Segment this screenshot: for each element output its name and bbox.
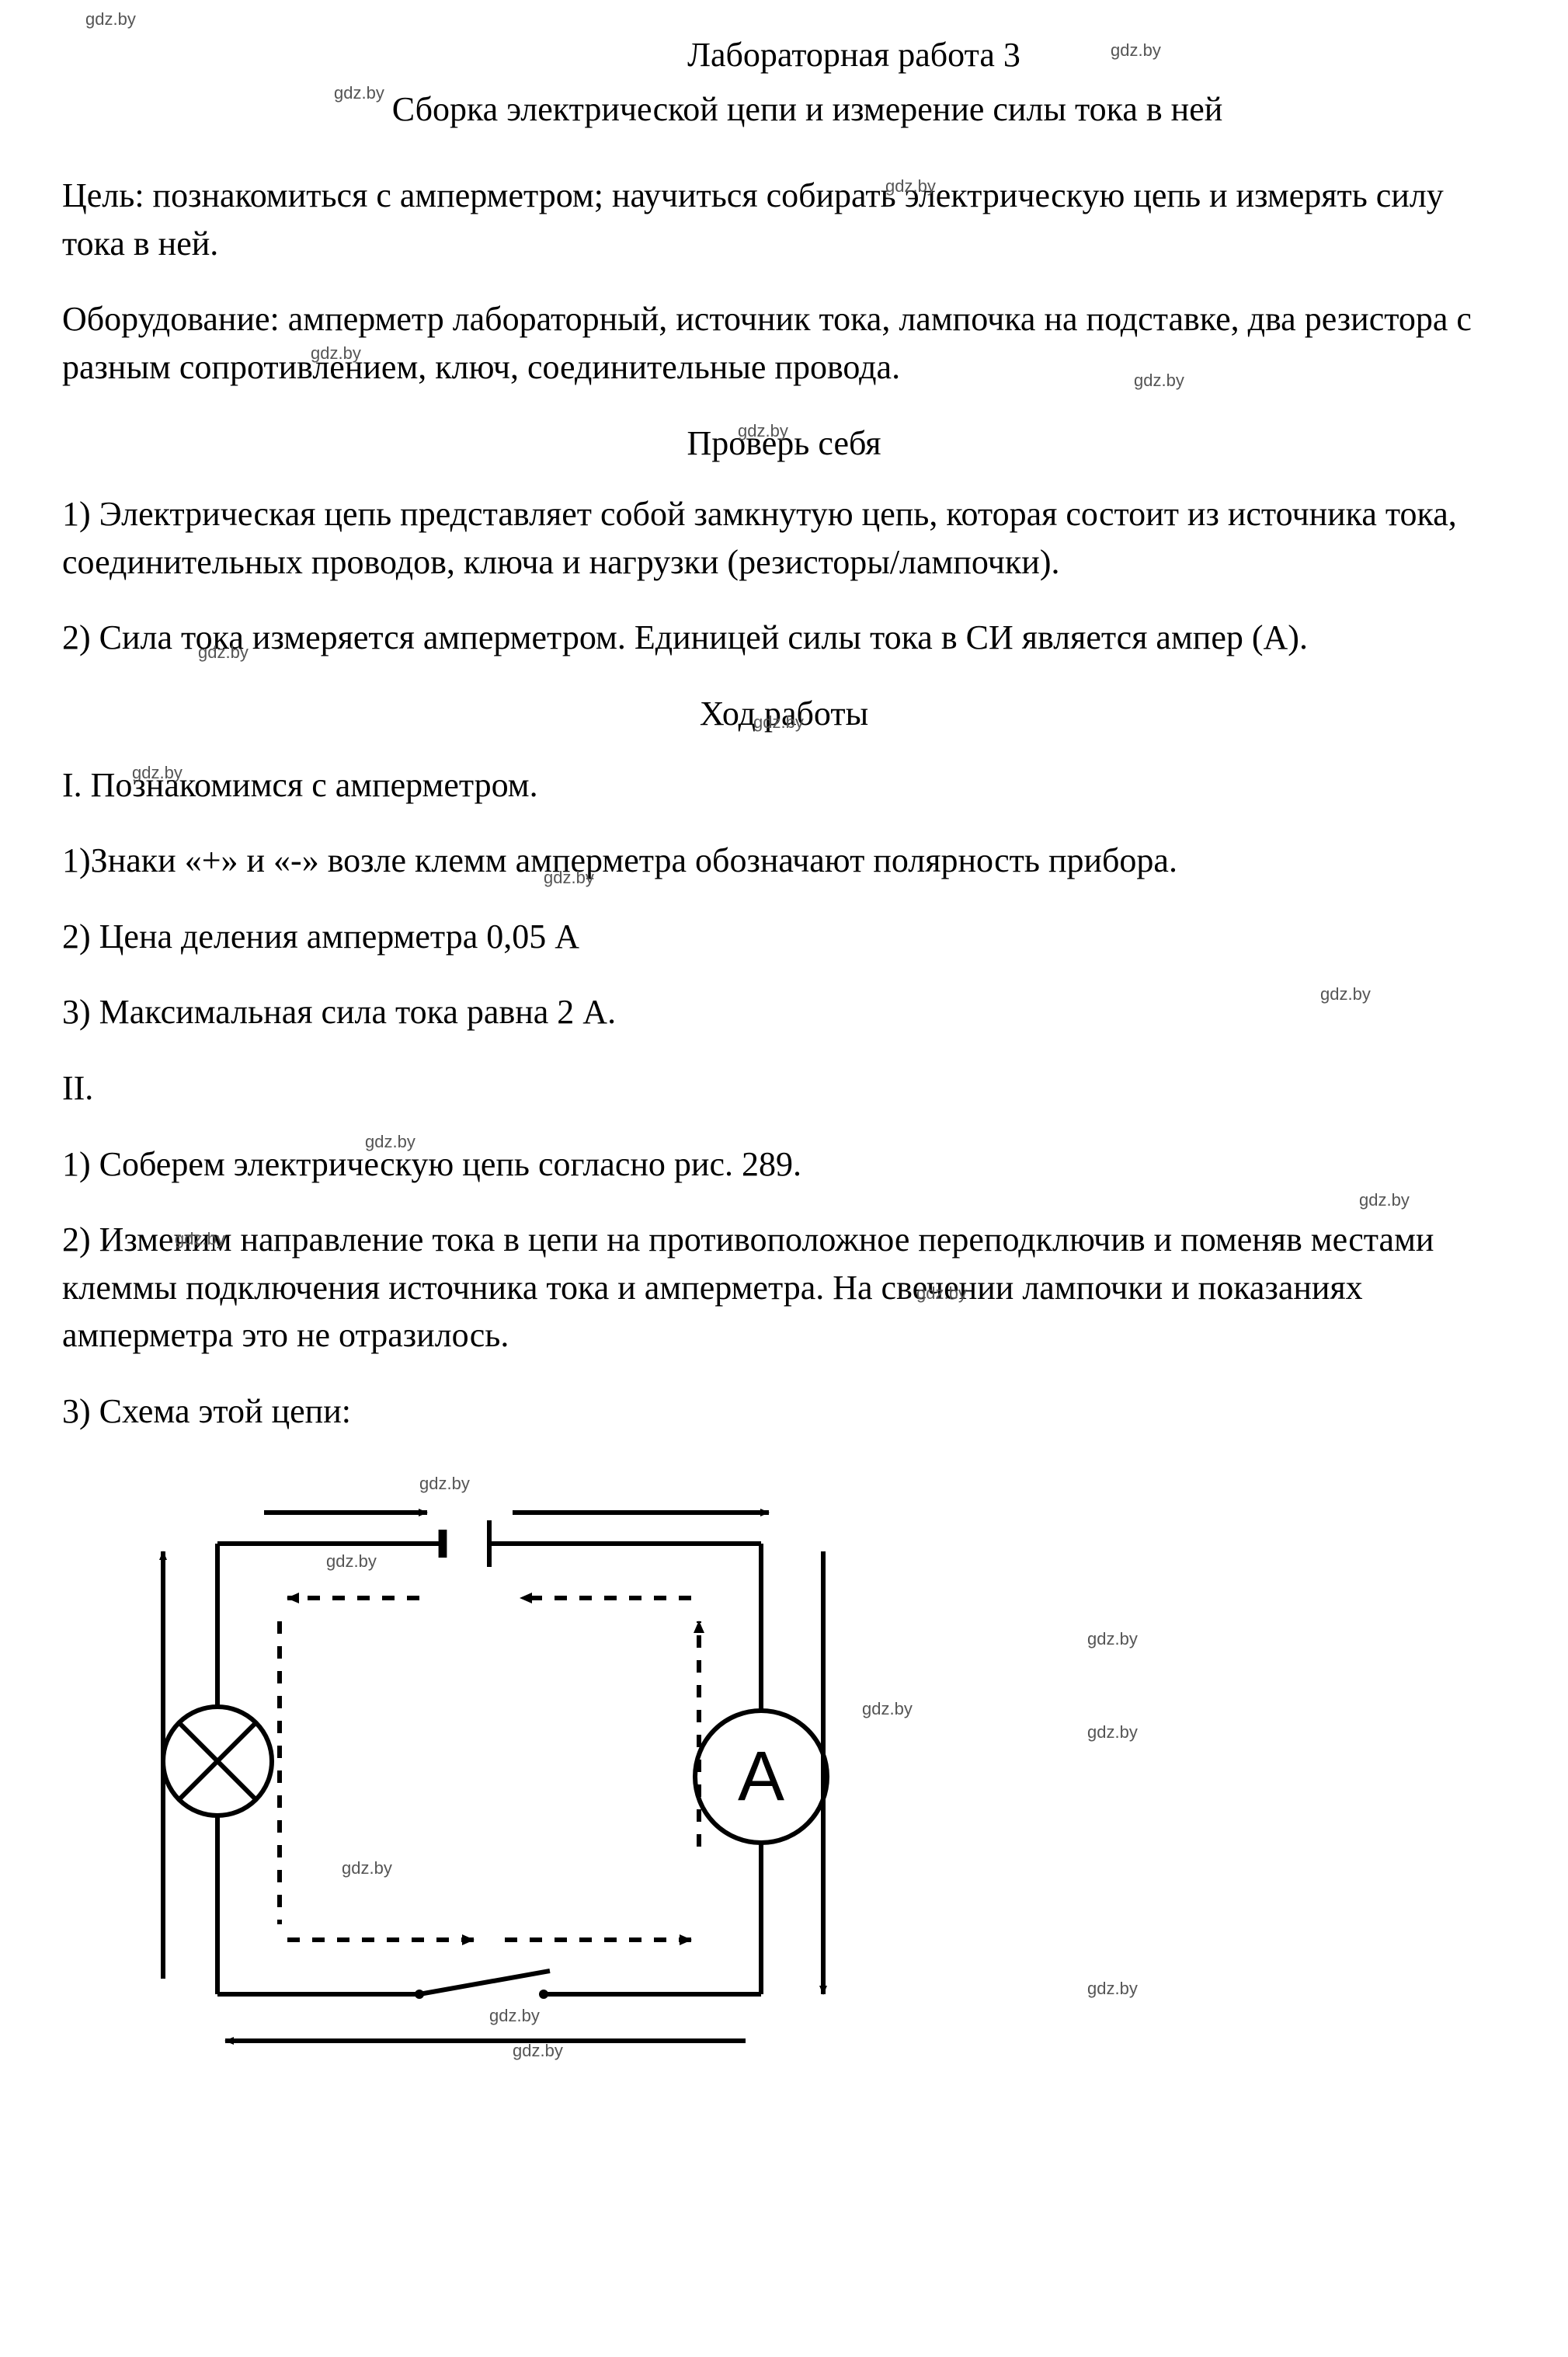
equipment-paragraph: Оборудование: амперметр лабораторный, ис…: [62, 295, 1506, 391]
watermark-text: gdz.by: [1087, 1977, 1138, 2001]
check-item-2: 2) Сила тока измеряется амперметром. Еди…: [62, 614, 1506, 662]
section-i-heading: I. Познакомимся с амперметром.: [62, 761, 1506, 809]
watermark-text: gdz.by: [1087, 1721, 1138, 1745]
section-ii-heading: II.: [62, 1064, 1506, 1112]
circuit-diagram: А: [109, 1466, 885, 2072]
svg-text:А: А: [738, 1738, 784, 1816]
item-ii-1: 1) Соберем электрическую цепь согласно р…: [62, 1140, 1506, 1189]
goal-paragraph: Цель: познакомиться с амперметром; научи…: [62, 172, 1506, 267]
watermark-text: gdz.by: [85, 8, 136, 32]
procedure-heading: Ход работы: [62, 690, 1506, 738]
item-ii-2: 2) Изменим направление тока в цепи на пр…: [62, 1216, 1506, 1360]
item-i-3: 3) Максимальная сила тока равна 2 А.: [62, 988, 1506, 1036]
check-item-1: 1) Электрическая цепь представляет собой…: [62, 490, 1506, 586]
item-i-1: 1)Знаки «+» и «-» возле клемм амперметра…: [62, 837, 1506, 885]
lab-topic-title: Сборка электрической цепи и измерение си…: [109, 85, 1506, 134]
item-ii-3: 3) Схема этой цепи:: [62, 1387, 1506, 1436]
watermark-text: gdz.by: [1087, 1628, 1138, 1652]
lab-number-title: Лабораторная работа 3: [202, 31, 1506, 79]
check-yourself-heading: Проверь себя: [62, 420, 1506, 468]
item-i-2: 2) Цена деления амперметра 0,05 А: [62, 913, 1506, 961]
watermark-text: gdz.by: [1359, 1189, 1410, 1213]
